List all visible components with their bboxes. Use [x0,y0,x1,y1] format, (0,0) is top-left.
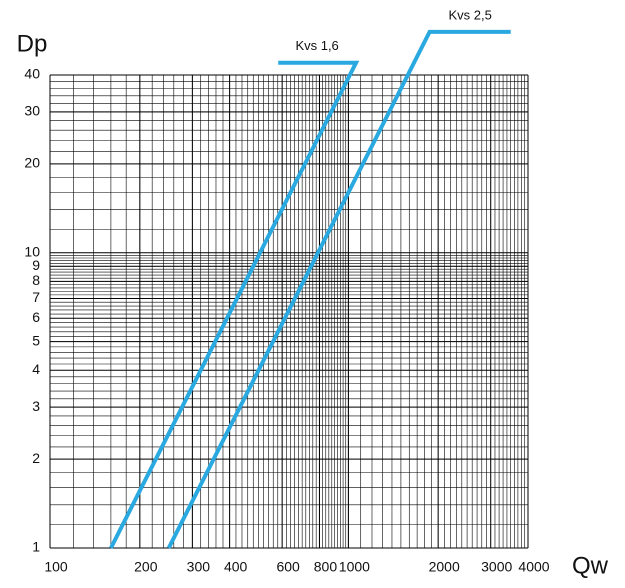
x-tick-label: 400 [224,559,248,575]
y-tick-label: 3 [32,398,40,414]
x-tick-label: 300 [187,559,211,575]
y-tick-label: 4 [32,361,40,377]
y-tick-label: 6 [32,309,40,325]
x-tick-label: 200 [134,559,158,575]
x-tick-label: 800 [314,559,338,575]
y-tick-label: 1 [32,539,40,555]
x-tick-label: 1000 [339,559,370,575]
legend-label: Kvs 1,6 [295,38,338,53]
y-tick-label: 8 [32,272,40,288]
y-tick-label: 2 [32,450,40,466]
y-tick-label: 7 [32,289,40,305]
y-tick-label: 9 [32,257,40,273]
y-tick-label: 20 [24,155,40,171]
x-tick-label: 600 [276,559,300,575]
legend-label: Kvs 2,5 [448,7,491,22]
curve [166,29,511,549]
x-tick-label: 100 [44,559,68,575]
x-tick-label: 2000 [429,559,460,575]
y-tick-label: 40 [24,66,40,82]
x-tick-label: 4000 [518,559,549,575]
x-tick-label: 3000 [481,559,512,575]
y-tick-label: 10 [24,243,40,259]
curve [109,60,360,549]
y-tick-label: 30 [24,103,40,119]
x-axis-title: Qw [572,552,609,579]
y-tick-label: 5 [32,332,40,348]
y-axis-title: Dp [17,30,48,57]
